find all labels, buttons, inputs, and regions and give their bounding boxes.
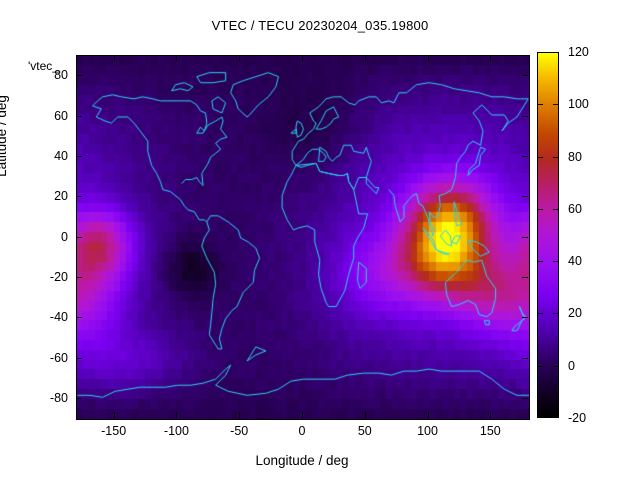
colorbar-tick-mark xyxy=(553,104,559,105)
x-axis-tick-mark xyxy=(365,412,366,418)
y-axis-tick-mark xyxy=(522,317,528,318)
y-axis-tick-label: 20 xyxy=(54,189,68,204)
colorbar-tick-mark xyxy=(537,209,543,210)
y-axis-tick-label: -80 xyxy=(49,390,68,405)
colorbar-tick-mark xyxy=(553,313,559,314)
x-axis-tick-label: -150 xyxy=(101,424,127,438)
colorbar-tick-label: 40 xyxy=(568,254,582,269)
x-axis-tick-mark xyxy=(490,55,491,61)
x-axis-tick-mark xyxy=(302,55,303,61)
colorbar-tick-mark xyxy=(537,261,543,262)
y-axis-tick-label: 40 xyxy=(54,148,68,163)
colorbar-tick-label: 100 xyxy=(568,97,589,112)
x-axis-tick-label: -50 xyxy=(230,424,249,438)
x-axis-tick-mark xyxy=(114,412,115,418)
y-axis-tick-mark xyxy=(522,237,528,238)
colorbar-tick-mark xyxy=(537,313,543,314)
colorbar-tick-label: 0 xyxy=(568,358,575,373)
x-axis-tick-label: 150 xyxy=(479,424,501,438)
y-axis-tick-mark xyxy=(76,398,82,399)
y-axis-tick-mark xyxy=(522,116,528,117)
colorbar-tick-mark xyxy=(553,157,559,158)
colorbar-tick-mark xyxy=(553,366,559,367)
colorbar-tick-mark xyxy=(553,261,559,262)
colorbar-tick-label: -20 xyxy=(568,411,587,425)
x-axis-tick-mark xyxy=(365,55,366,61)
x-axis-tick-mark xyxy=(176,55,177,61)
y-axis-label: Latitude / deg xyxy=(0,95,9,177)
x-axis-label: Longitude / deg xyxy=(255,453,349,468)
x-axis-tick-mark xyxy=(490,412,491,418)
colorbar-tick-mark xyxy=(537,366,543,367)
y-axis-tick-mark xyxy=(522,358,528,359)
y-axis-tick-mark xyxy=(76,156,82,157)
colorbar-tick-label: 60 xyxy=(568,201,582,216)
colorbar-tick-mark xyxy=(537,104,543,105)
vtec-heatmap xyxy=(77,56,529,419)
colorbar-gradient xyxy=(538,53,558,417)
page-title: VTEC / TECU 20230204_035.19800 xyxy=(211,18,429,33)
y-axis-tick-label: 80 xyxy=(54,68,68,83)
colorbar xyxy=(537,52,559,418)
y-axis-tick-label: -20 xyxy=(49,269,68,284)
colorbar-tick-label: 20 xyxy=(568,306,582,321)
y-axis-tick-mark xyxy=(76,237,82,238)
y-axis-tick-mark xyxy=(522,277,528,278)
y-axis-tick-mark xyxy=(76,358,82,359)
y-axis-tick-label: 0 xyxy=(61,229,68,244)
x-axis-tick-mark xyxy=(176,412,177,418)
y-axis-tick-mark xyxy=(76,196,82,197)
x-axis-tick-mark xyxy=(302,412,303,418)
x-axis-tick-mark xyxy=(428,412,429,418)
y-axis-tick-mark xyxy=(76,75,82,76)
y-axis-tick-label: -60 xyxy=(49,350,68,365)
y-axis-tick-mark xyxy=(76,116,82,117)
y-axis-tick-mark xyxy=(76,317,82,318)
colorbar-tick-label: 80 xyxy=(568,149,582,164)
y-axis-tick-label: 60 xyxy=(54,108,68,123)
y-axis-tick-mark xyxy=(522,156,528,157)
y-axis-tick-mark xyxy=(76,277,82,278)
y-axis-tick-label: -40 xyxy=(49,310,68,325)
x-axis-tick-mark xyxy=(239,412,240,418)
colorbar-tick-mark xyxy=(537,157,543,158)
colorbar-tick-label: 120 xyxy=(568,45,589,59)
x-axis-tick-label: -100 xyxy=(163,424,189,438)
y-axis-tick-mark xyxy=(522,196,528,197)
key-title-artifact: 'vtec_ xyxy=(28,59,59,73)
y-axis-tick-mark xyxy=(522,398,528,399)
colorbar-tick-mark xyxy=(553,209,559,210)
x-axis-tick-label: 100 xyxy=(417,424,438,438)
y-axis-tick-mark xyxy=(522,75,528,76)
map-plot-area xyxy=(76,55,530,420)
x-axis-tick-mark xyxy=(114,55,115,61)
x-axis-tick-mark xyxy=(239,55,240,61)
x-axis-tick-label: 0 xyxy=(298,424,306,438)
x-axis-tick-mark xyxy=(428,55,429,61)
x-axis-tick-label: 50 xyxy=(357,424,372,438)
